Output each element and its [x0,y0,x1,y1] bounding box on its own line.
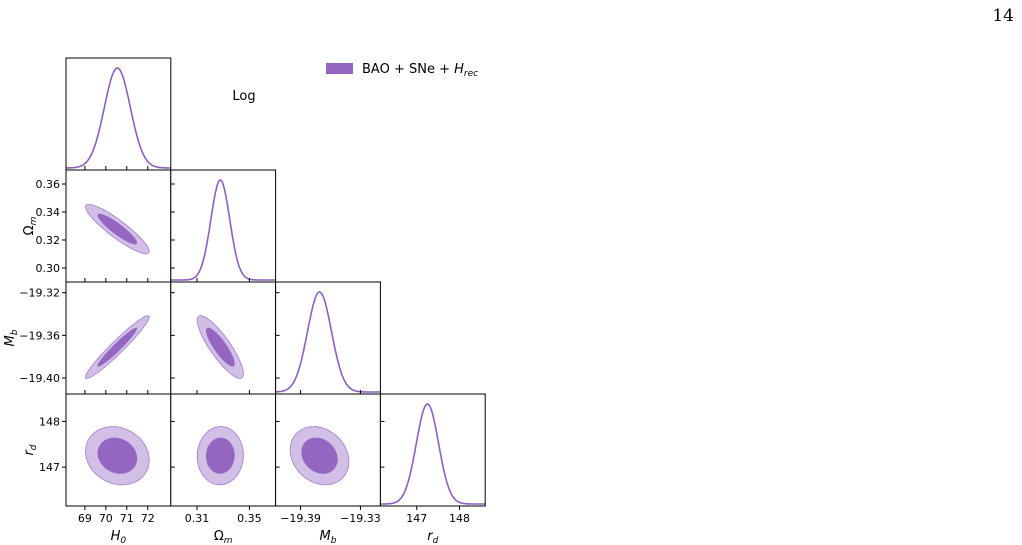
ytick-label-Omega_m-1: 0.32 [36,234,61,247]
xtick-label-M_b-1: −19.33 [340,512,381,525]
panel-bg-M_b-M_b [275,282,381,394]
marginal-curve-H0 [66,67,171,169]
yaxis-label-r_d: rd [22,444,39,455]
panel-frame-r_d-r_d [379,393,486,507]
xaxis-label-M_b: Mb [320,529,337,545]
panel-bg-r_d-r_d [380,394,486,506]
ytick-label-M_b-2: −19.40 [19,372,60,385]
ytick-label-Omega_m-0: 0.30 [36,262,61,275]
ytick-label-Omega_m-2: 0.34 [36,206,61,219]
xtick-label-Omega_m-1: 0.35 [237,512,262,525]
page-number: 14 [992,6,1014,26]
contour-68-r_d-M_b [301,437,338,474]
xtick-label-H0-2: 71 [120,512,134,525]
marginal-curve-r_d [380,403,486,505]
xtick-label-H0-1: 70 [99,512,113,525]
ytick-label-r_d-1: 148 [39,415,60,428]
marginal-curve-M_b [275,291,381,393]
ytick-label-M_b-0: −19.32 [19,287,60,300]
contour-68-r_d-Omega_m [206,437,235,474]
ytick-label-Omega_m-3: 0.36 [36,178,61,191]
yaxis-label-M_b: Mb [3,329,20,346]
annotation-label: Log [232,89,255,104]
ytick-label-r_d-0: 147 [39,461,60,474]
xtick-label-M_b-0: −19.39 [280,512,321,525]
xtick-label-r_d-0: 147 [406,512,427,525]
yaxis-label-Omega_m: Ωm [22,216,39,235]
panel-bg-Omega_m-Omega_m [170,170,276,282]
panel-bg-H0-H0 [66,58,171,170]
legend-label: BAO + SNe + Hrec [362,62,478,79]
legend-swatch [326,63,353,74]
xtick-label-H0-3: 72 [141,512,155,525]
ytick-label-M_b-1: −19.36 [19,329,60,342]
xaxis-label-r_d: rd [427,529,438,545]
xtick-label-r_d-1: 148 [449,512,470,525]
xaxis-label-H0: H0 [111,529,127,545]
xtick-label-H0-0: 69 [78,512,92,525]
marginal-curve-Omega_m [170,179,276,281]
xaxis-label-Omega_m: Ωm [214,529,233,545]
contour-68-r_d-H0 [97,437,138,474]
xtick-label-Omega_m-0: 0.31 [185,512,210,525]
contour-68-M_b-H0 [97,327,138,367]
contour-68-M_b-Omega_m [206,327,235,367]
contour-68-Omega_m-H0 [97,213,138,245]
